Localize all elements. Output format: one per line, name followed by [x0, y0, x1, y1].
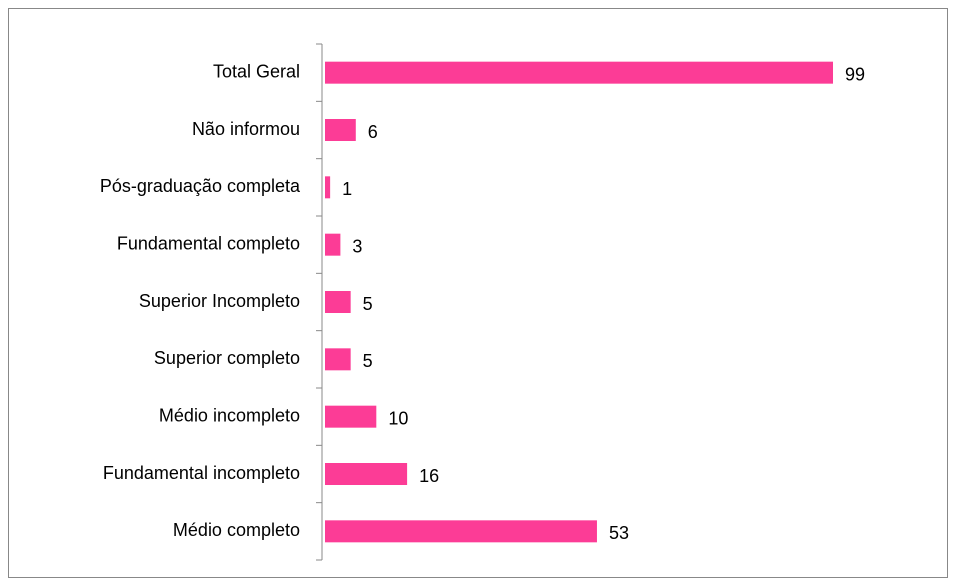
- bar: [325, 348, 351, 371]
- bar: [325, 61, 833, 84]
- category-label: Fundamental completo: [117, 233, 300, 253]
- value-label: 99: [845, 64, 865, 84]
- value-label: 53: [609, 523, 629, 543]
- bar: [325, 520, 597, 543]
- category-label: Superior completo: [154, 348, 300, 368]
- value-label: 10: [388, 408, 408, 428]
- category-label: Médio completo: [173, 520, 300, 540]
- category-label: Não informou: [192, 119, 300, 139]
- value-label: 16: [419, 466, 439, 486]
- bar: [325, 233, 341, 256]
- bar: [325, 176, 331, 199]
- category-label: Superior Incompleto: [139, 291, 300, 311]
- bar: [325, 405, 377, 428]
- bar: [325, 291, 351, 313]
- category-label: Fundamental incompleto: [103, 463, 300, 483]
- category-label: Médio incompleto: [159, 405, 300, 425]
- bar: [325, 463, 408, 485]
- bar: [325, 119, 356, 141]
- category-label: Pós-graduação completa: [100, 176, 301, 196]
- value-label: 5: [363, 351, 373, 371]
- value-label: 6: [368, 122, 378, 142]
- category-label: Total Geral: [213, 61, 300, 81]
- chart-border: [8, 8, 948, 578]
- value-label: 5: [363, 294, 373, 314]
- value-label: 1: [342, 179, 352, 199]
- value-label: 3: [352, 236, 362, 256]
